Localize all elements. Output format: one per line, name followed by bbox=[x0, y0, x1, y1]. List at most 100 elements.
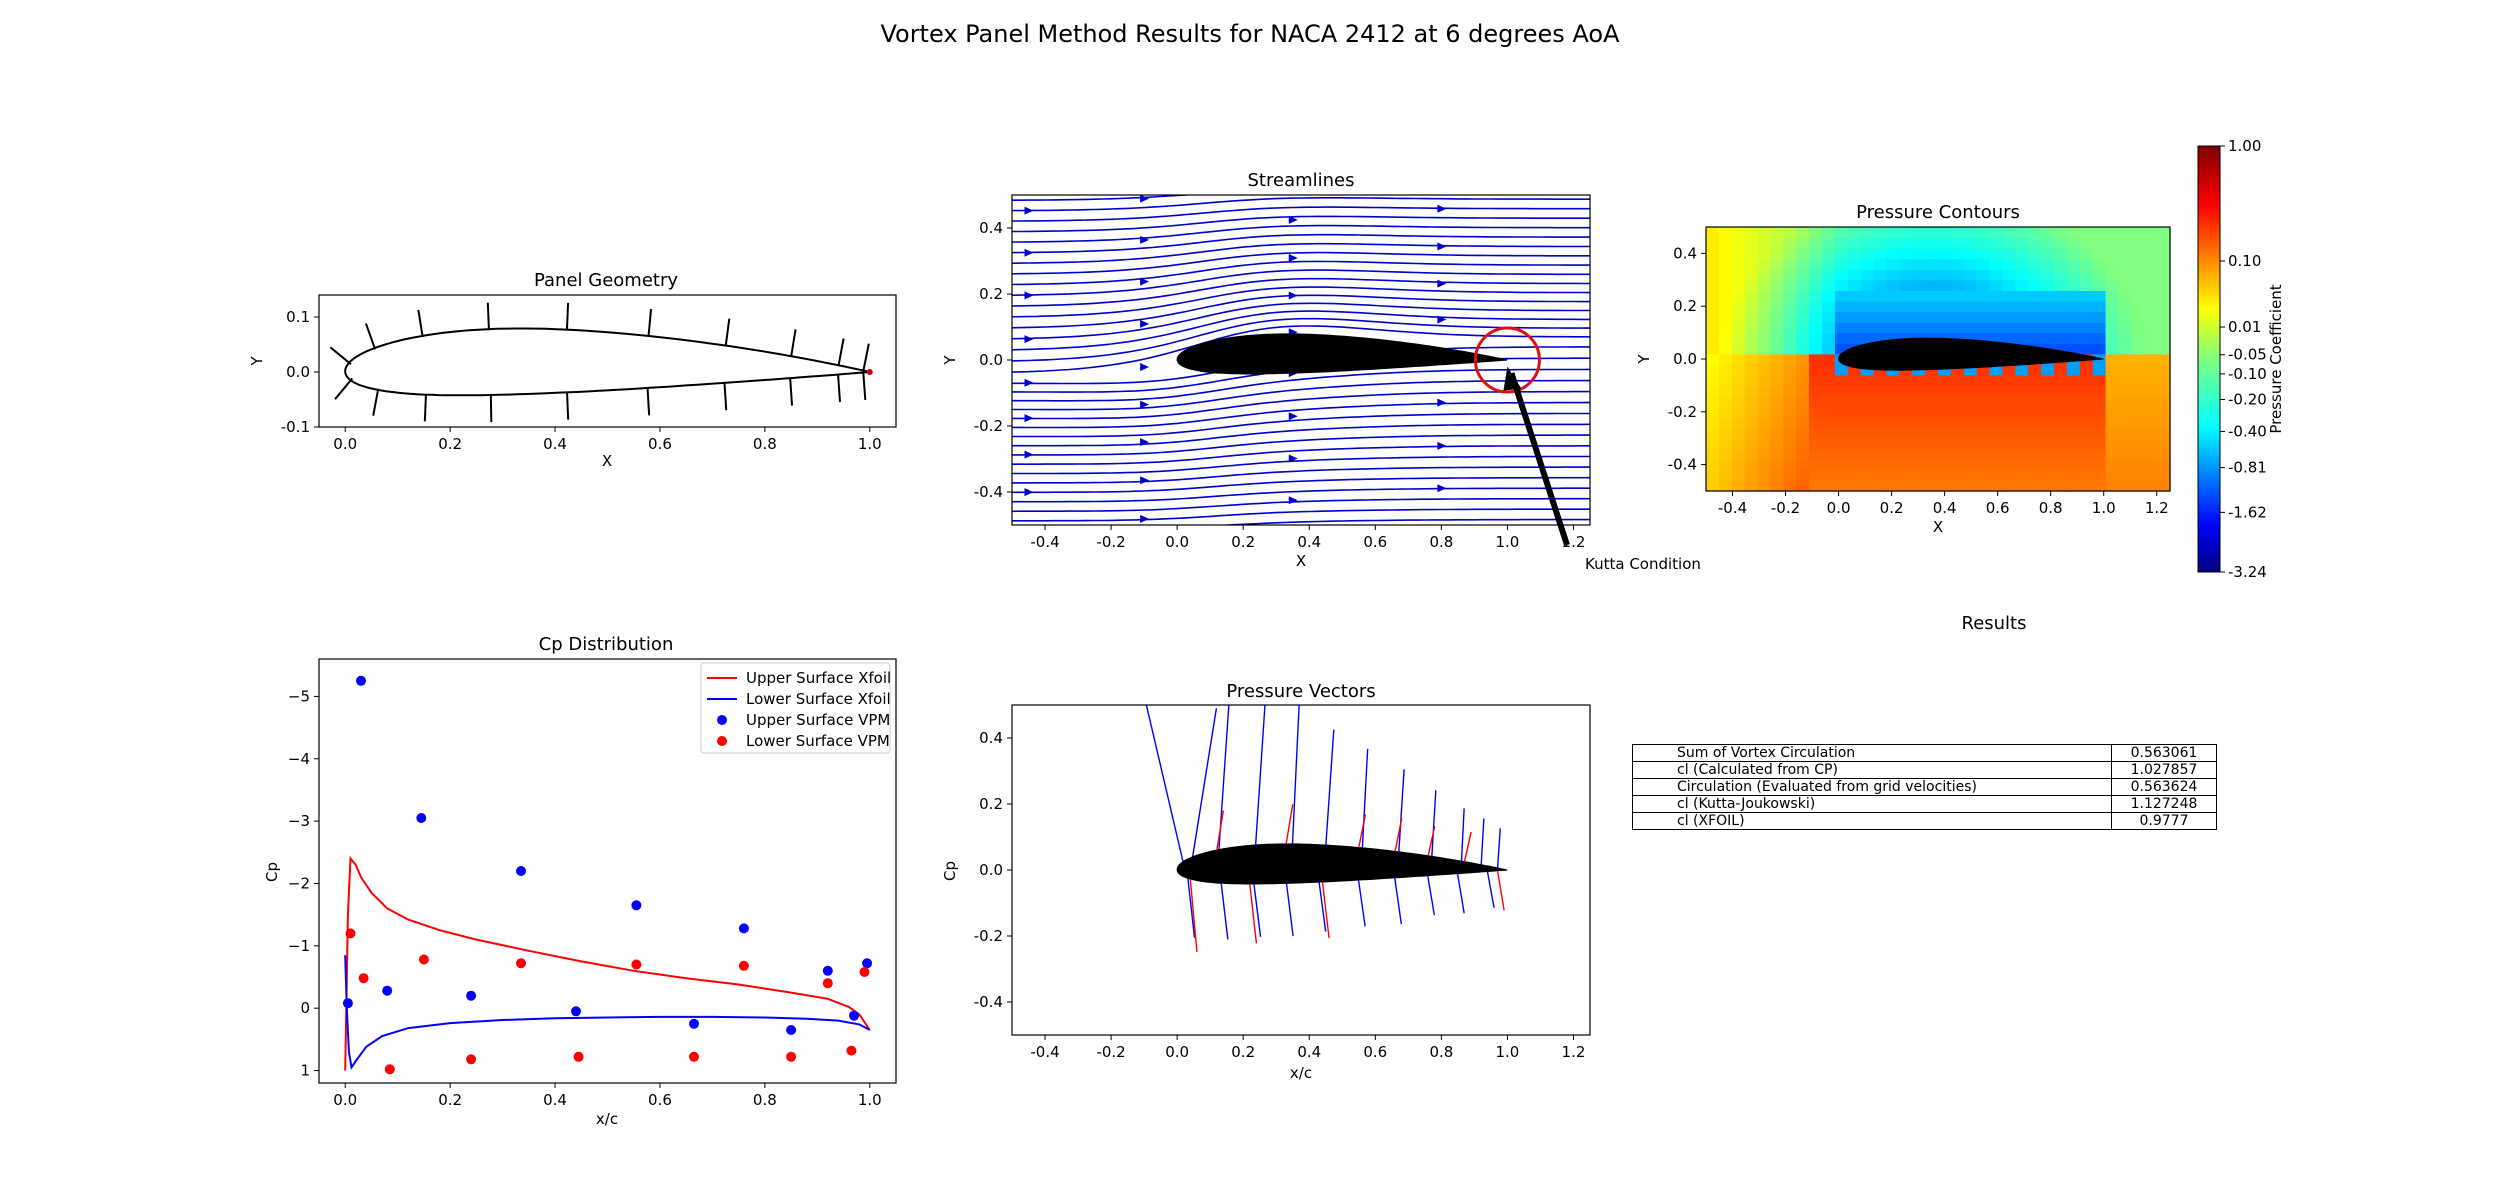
cp-cell bbox=[1989, 469, 2004, 482]
cp-cell bbox=[1796, 332, 1810, 344]
cp-cell bbox=[1834, 248, 1849, 260]
cp-cell bbox=[1847, 227, 1862, 239]
results-row-name: cl (Kutta-Joukowski) bbox=[1632, 795, 2112, 813]
cp-cell bbox=[1834, 279, 1849, 291]
panel-normal bbox=[365, 323, 377, 350]
cp-cell bbox=[2144, 332, 2158, 344]
cp-cell bbox=[2105, 227, 2120, 239]
cp-cell bbox=[2054, 258, 2068, 270]
cp-cell bbox=[1847, 406, 1862, 418]
cp-cell bbox=[1976, 290, 1991, 302]
cp-cell bbox=[1976, 269, 1991, 281]
results-title: Results bbox=[1962, 613, 2027, 634]
cp-cell bbox=[1718, 459, 1733, 471]
cp-cell bbox=[2105, 385, 2120, 397]
colorbar-tick-label: 0.01 bbox=[2228, 318, 2261, 336]
cp-cell bbox=[1770, 343, 1784, 355]
cp-cell bbox=[2054, 269, 2068, 281]
colorbar-label: Pressure Coefficient bbox=[2267, 284, 2285, 433]
cp-cell bbox=[1912, 258, 1926, 270]
cp-cell bbox=[2105, 374, 2120, 386]
cp-cell bbox=[1757, 227, 1772, 239]
cp-cell bbox=[1925, 448, 1939, 460]
cp-cell bbox=[1847, 279, 1862, 291]
cp-cell bbox=[1899, 427, 1913, 439]
cp-cell bbox=[1834, 258, 1849, 270]
x-tick-label: -0.4 bbox=[1030, 1043, 1059, 1061]
cp-cell bbox=[1731, 227, 1746, 239]
cp-cell bbox=[1912, 396, 1926, 408]
cp-cell bbox=[2105, 438, 2120, 450]
cp-cell bbox=[2054, 406, 2068, 418]
cp-cell bbox=[1899, 237, 1913, 249]
panel-normal bbox=[837, 374, 841, 402]
cp-cell bbox=[2015, 227, 2029, 239]
cp-point-2 bbox=[516, 866, 526, 876]
cp-cell bbox=[1873, 417, 1888, 429]
cp-cell bbox=[2054, 374, 2068, 386]
cp-cell bbox=[1796, 353, 1810, 365]
cp-cell bbox=[2157, 459, 2171, 471]
cp-cell bbox=[1706, 290, 1720, 302]
cp-cell bbox=[2092, 427, 2107, 439]
cp-cell bbox=[1989, 406, 2004, 418]
panel-normal bbox=[724, 318, 731, 347]
y-tick-label: 1 bbox=[300, 1062, 310, 1080]
cp-cell bbox=[2079, 406, 2094, 418]
cp-cell bbox=[1886, 279, 1900, 291]
cp-cell bbox=[1860, 469, 1875, 482]
cp-cell bbox=[1899, 469, 1913, 482]
cp-cell bbox=[1731, 438, 1746, 450]
cp-cell bbox=[1912, 322, 1926, 334]
cp-cell bbox=[2118, 385, 2132, 397]
cp-cell bbox=[1912, 448, 1926, 460]
cp-cell bbox=[2041, 300, 2055, 313]
cp-cell bbox=[2118, 343, 2132, 355]
y-tick-label: 0.4 bbox=[979, 219, 1003, 237]
cp-cell bbox=[1796, 374, 1810, 386]
cp-cell bbox=[1770, 459, 1784, 471]
y-tick-label: -0.2 bbox=[1668, 403, 1697, 421]
cp-cell bbox=[2105, 311, 2120, 323]
pressure-vector-red bbox=[1321, 881, 1330, 939]
cp-cell bbox=[1925, 269, 1939, 281]
cp-cell bbox=[1976, 396, 1991, 408]
results-row-name: Circulation (Evaluated from grid velocit… bbox=[1632, 778, 2112, 796]
cp-cell bbox=[1783, 427, 1797, 439]
cp-cell bbox=[2157, 237, 2171, 249]
cp-cell bbox=[1963, 311, 1978, 323]
streamline-arrow bbox=[1288, 496, 1298, 505]
cp-cell bbox=[1822, 427, 1836, 439]
cp-cell bbox=[2066, 364, 2081, 376]
cp-cell bbox=[2157, 258, 2171, 270]
cp-cell bbox=[2002, 332, 2016, 344]
cp-cell bbox=[1822, 300, 1836, 313]
cp-cell bbox=[1950, 237, 1965, 249]
cp-cell bbox=[1783, 258, 1797, 270]
cp-cell bbox=[2131, 448, 2145, 460]
cp-cell bbox=[1912, 459, 1926, 471]
cp-cell bbox=[1938, 448, 1952, 460]
cp-cell bbox=[1770, 438, 1784, 450]
cp-cell bbox=[2079, 343, 2094, 355]
cp-cell bbox=[1718, 448, 1733, 460]
cp-cell bbox=[1809, 343, 1823, 355]
cp-cell bbox=[1873, 448, 1888, 460]
cp-cell bbox=[1834, 469, 1849, 482]
panel-normal bbox=[646, 387, 651, 416]
cp-cell bbox=[1847, 248, 1862, 260]
cp-cell bbox=[2041, 248, 2055, 260]
cp-cell bbox=[2157, 385, 2171, 397]
cp-cell bbox=[1796, 258, 1810, 270]
cp-cell bbox=[1731, 332, 1746, 344]
cp-point-2 bbox=[862, 958, 873, 969]
y-tick-label: 0.0 bbox=[286, 363, 310, 381]
x-tick-label: -0.2 bbox=[1096, 1043, 1125, 1061]
cp-cell bbox=[2144, 364, 2158, 376]
colorbar-tick-label: 0.10 bbox=[2228, 252, 2261, 270]
cp-cell bbox=[1989, 438, 2004, 450]
cp-cell bbox=[1770, 290, 1784, 302]
cp-cell bbox=[1938, 279, 1952, 291]
cp-cell bbox=[1938, 258, 1952, 270]
streamlines-ticks: -0.4 -0.2 0.0 0.2 0.4 0.6 0.8 1.0 1.2-0.4-0.20.0… bbox=[974, 219, 1586, 551]
